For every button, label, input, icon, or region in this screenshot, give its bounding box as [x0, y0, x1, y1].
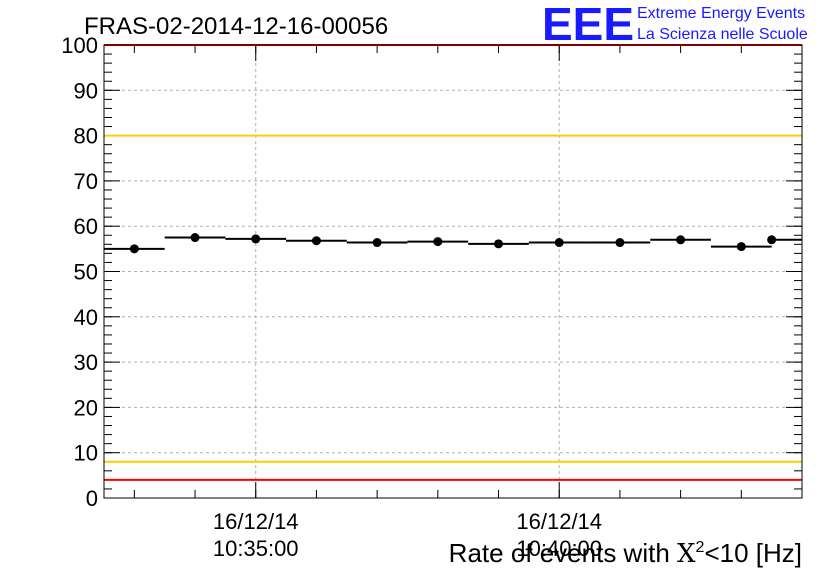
- y-tick-label: 90: [74, 78, 98, 103]
- x-tick-label-time: 10:35:00: [213, 536, 299, 561]
- logo-mark: EEE: [542, 0, 634, 50]
- eee-logo: EEE Extreme Energy Events La Scienza nel…: [542, 0, 808, 50]
- x-axis-label-pre: Rate of events with: [449, 538, 677, 568]
- data-point-marker: [767, 235, 777, 245]
- y-tick-label: 70: [74, 169, 98, 194]
- y-tick-label: 100: [61, 33, 98, 58]
- data-point-marker: [433, 237, 443, 247]
- y-tick-label: 50: [74, 260, 98, 285]
- chart-title: FRAS-02-2014-12-16-00056: [84, 13, 388, 40]
- grid-lines: [104, 45, 802, 498]
- data-point-marker: [615, 238, 625, 248]
- y-tick-label: 10: [74, 441, 98, 466]
- reference-lines: [104, 44, 802, 481]
- data-point-marker: [251, 234, 261, 244]
- x-axis-label-post: <10 [Hz]: [704, 538, 802, 568]
- y-tick-label: 30: [74, 350, 98, 375]
- data-point-marker: [129, 244, 139, 254]
- y-tick-label: 80: [74, 124, 98, 149]
- logo-line-1: Extreme Energy Events: [637, 5, 805, 22]
- data-points: [104, 233, 802, 254]
- data-point-marker: [372, 238, 382, 248]
- data-point-marker: [190, 233, 200, 243]
- y-tick-labels: 0 10 20 30 40 50 60 70 80 90 100: [61, 33, 98, 511]
- logo-line-2: La Scienza nelle Scuole: [637, 26, 808, 43]
- y-tick-label: 20: [74, 395, 98, 420]
- plot-frame: [103, 44, 803, 499]
- data-point-marker: [494, 239, 504, 249]
- x-axis-label-sup: 2: [696, 539, 705, 556]
- y-tick-label: 60: [74, 214, 98, 239]
- data-point-marker: [554, 238, 564, 248]
- x-tick-label-time: 10:40:00: [516, 536, 602, 561]
- x-tick-label-date: 16/12/14: [213, 509, 299, 534]
- y-tick-label: 40: [74, 305, 98, 330]
- x-axis-label: Rate of events with X2<10 [Hz]: [449, 538, 802, 569]
- y-tick-label: 0: [86, 486, 98, 511]
- data-point-marker: [311, 236, 321, 246]
- data-point-marker: [676, 235, 686, 245]
- data-point-marker: [736, 242, 746, 252]
- x-axis-label-symbol: X: [677, 539, 696, 569]
- x-tick-label-date: 16/12/14: [516, 509, 602, 534]
